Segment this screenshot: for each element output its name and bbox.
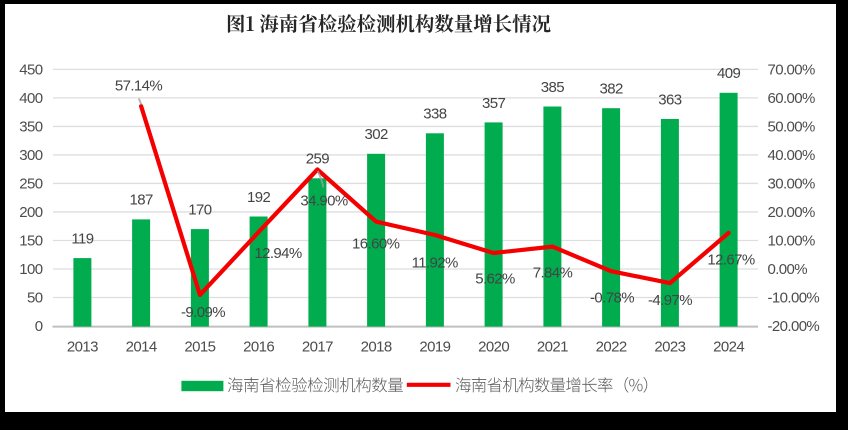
svg-text:11.92%: 11.92% (412, 254, 458, 271)
svg-text:2016: 2016 (243, 339, 274, 356)
svg-text:200: 200 (19, 204, 42, 221)
svg-text:60.00%: 60.00% (768, 90, 816, 107)
svg-text:70.00%: 70.00% (768, 62, 816, 79)
svg-text:57.14%: 57.14% (115, 78, 163, 95)
svg-text:10.00%: 10.00% (768, 233, 816, 250)
svg-text:357: 357 (482, 95, 505, 112)
svg-text:2014: 2014 (126, 339, 157, 356)
svg-text:20.00%: 20.00% (768, 204, 816, 221)
svg-text:192: 192 (247, 189, 270, 206)
svg-text:-9.09%: -9.09% (181, 304, 225, 321)
svg-text:2023: 2023 (654, 339, 685, 356)
svg-text:2019: 2019 (419, 339, 450, 356)
svg-text:302: 302 (364, 126, 387, 143)
svg-text:-4.97%: -4.97% (648, 292, 692, 309)
svg-text:170: 170 (188, 201, 211, 218)
svg-text:363: 363 (658, 91, 681, 108)
svg-text:150: 150 (19, 233, 42, 250)
svg-text:0: 0 (35, 318, 43, 335)
svg-text:2021: 2021 (537, 339, 568, 356)
svg-text:300: 300 (19, 147, 42, 164)
svg-text:12.67%: 12.67% (707, 251, 755, 268)
svg-text:385: 385 (541, 79, 564, 96)
svg-text:34.90%: 34.90% (300, 193, 348, 210)
svg-text:40.00%: 40.00% (768, 147, 816, 164)
svg-text:-0.78%: -0.78% (590, 290, 634, 307)
svg-text:2015: 2015 (184, 339, 215, 356)
svg-text:2022: 2022 (596, 339, 627, 356)
svg-text:2017: 2017 (302, 339, 333, 356)
svg-text:2024: 2024 (713, 339, 744, 356)
svg-text:50.00%: 50.00% (768, 119, 816, 136)
svg-text:12.94%: 12.94% (254, 245, 302, 262)
svg-text:350: 350 (19, 119, 42, 136)
svg-text:7.84%: 7.84% (533, 265, 573, 282)
svg-text:2013: 2013 (67, 339, 98, 356)
svg-text:50: 50 (27, 290, 43, 307)
svg-text:2018: 2018 (361, 339, 392, 356)
svg-text:250: 250 (19, 176, 42, 193)
svg-text:450: 450 (19, 62, 42, 79)
svg-text:16.60%: 16.60% (352, 235, 400, 252)
svg-text:2020: 2020 (478, 339, 509, 356)
svg-text:0.00%: 0.00% (768, 261, 808, 278)
svg-text:187: 187 (129, 192, 152, 209)
svg-text:409: 409 (717, 65, 740, 82)
svg-text:259: 259 (306, 151, 329, 168)
svg-text:5.62%: 5.62% (475, 271, 515, 288)
svg-text:338: 338 (423, 106, 446, 123)
svg-text:30.00%: 30.00% (768, 176, 816, 193)
svg-text:-10.00%: -10.00% (768, 290, 820, 307)
svg-text:100: 100 (19, 261, 42, 278)
svg-text:400: 400 (19, 90, 42, 107)
svg-text:382: 382 (599, 81, 622, 98)
svg-text:119: 119 (71, 231, 93, 248)
svg-text:-20.00%: -20.00% (768, 318, 820, 335)
